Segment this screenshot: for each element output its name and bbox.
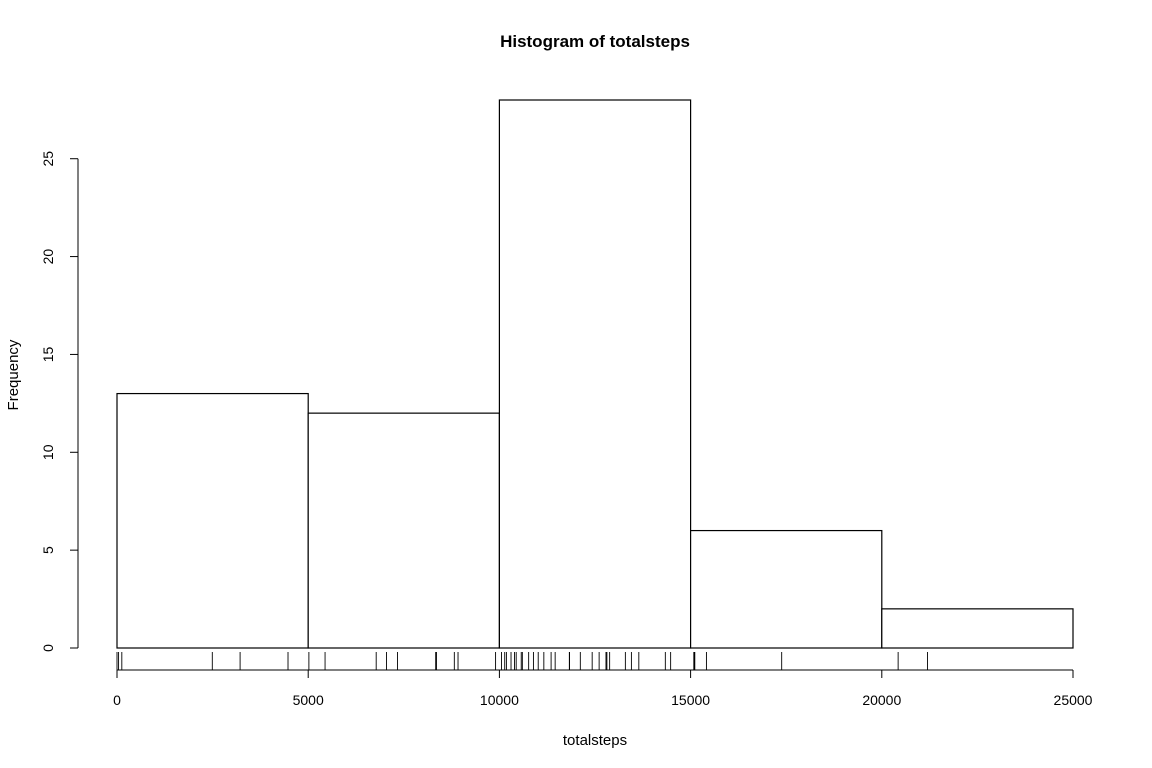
- x-tick-label: 20000: [862, 692, 901, 708]
- rug: [116, 652, 928, 670]
- y-tick-label: 5: [40, 546, 56, 554]
- x-tick-label: 5000: [293, 692, 324, 708]
- x-axis: 0 5000 10000 15000 20000 25000: [113, 669, 1093, 708]
- histogram-bar-1: [116, 392, 309, 649]
- x-tick-label: 15000: [671, 692, 710, 708]
- y-tick-label: 25: [40, 151, 56, 167]
- x-tick-label: 25000: [1054, 692, 1093, 708]
- y-tick-label: 0: [40, 644, 56, 652]
- chart-title: Histogram of totalsteps: [500, 32, 690, 51]
- x-tick-label: 10000: [480, 692, 519, 708]
- bars: [116, 99, 1074, 649]
- histogram-bar-5: [881, 608, 1074, 649]
- y-axis: 0 5 10 15 20 25: [40, 151, 79, 652]
- y-tick-label: 20: [40, 249, 56, 265]
- y-tick-label: 15: [40, 346, 56, 362]
- y-tick-label: 10: [40, 444, 56, 460]
- y-axis-label: Frequency: [5, 339, 22, 410]
- x-axis-label: totalsteps: [563, 732, 627, 749]
- histogram-bar-2: [307, 412, 501, 649]
- histogram-bar-3: [498, 99, 692, 649]
- x-tick-label: 0: [113, 692, 121, 708]
- histogram-bar-4: [689, 529, 883, 649]
